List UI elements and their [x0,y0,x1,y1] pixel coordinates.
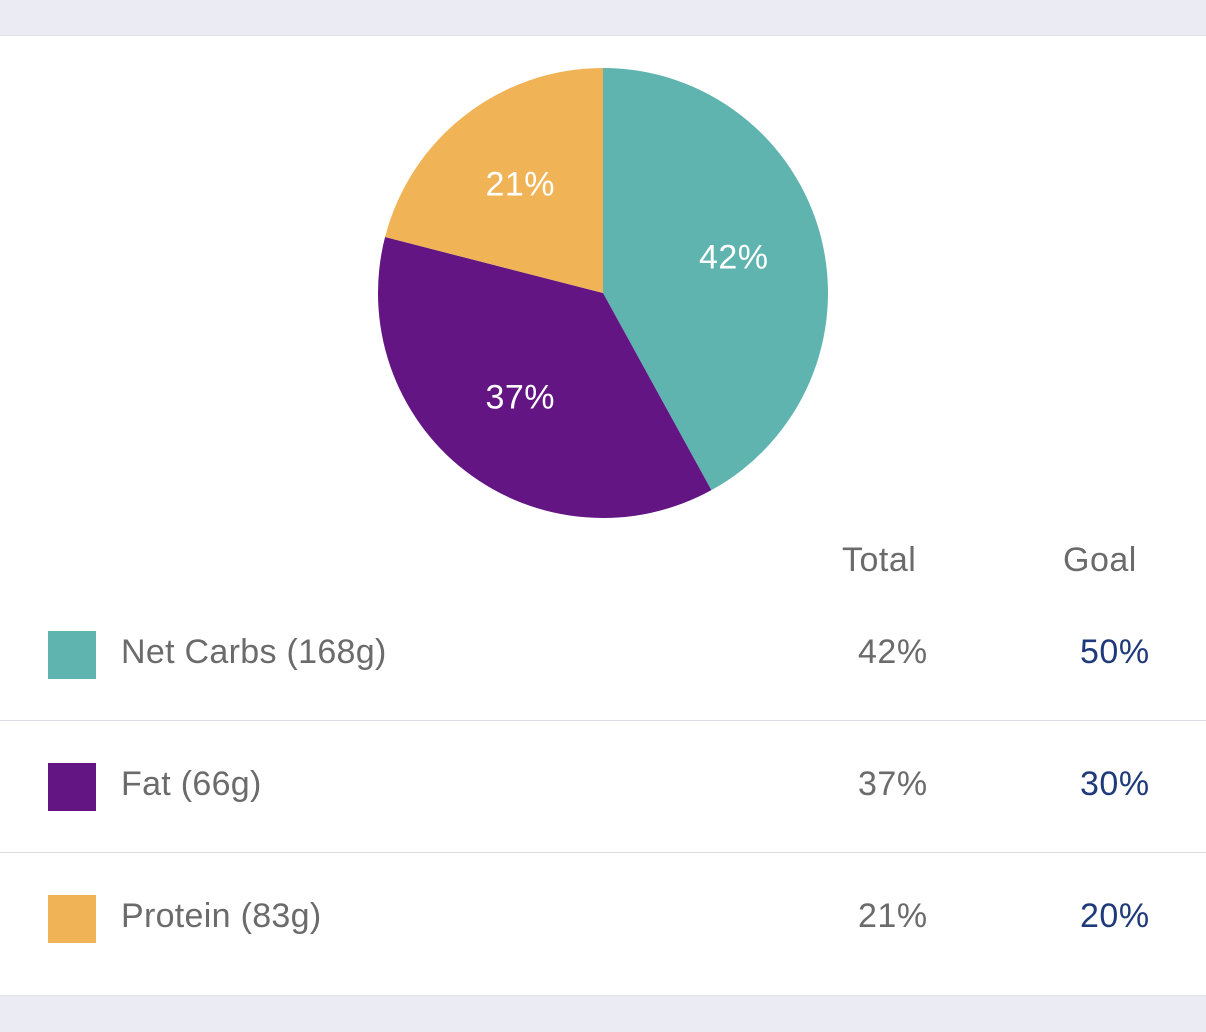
pie-label-fat: 37% [485,379,555,417]
total-column-header: Total [842,541,917,579]
fat-total: 37% [858,765,928,803]
pie-label-protein: 21% [485,165,555,203]
protein-goal: 20% [1080,897,1150,935]
net-carbs-color-swatch [48,631,96,679]
fat-color-swatch [48,763,96,811]
pie-slice-protein [385,68,603,293]
row-divider [0,720,1206,721]
macro-row-fat: Fat (66g) 37% 30% [0,721,1206,853]
macros-card: 42% 37% 21% Total Goal Net Carbs (168g) 42… [0,35,1206,996]
pie-slice-net-carbs [603,68,828,491]
pie-label-net-carbs: 42% [699,238,769,276]
fat-goal: 30% [1080,765,1150,803]
row-divider [0,852,1206,853]
protein-color-swatch [48,895,96,943]
net-carbs-total: 42% [858,633,928,671]
macro-row-net-carbs: Net Carbs (168g) 42% 50% [0,589,1206,721]
protein-total: 21% [858,897,928,935]
macro-row-protein: Protein (83g) 21% 20% [0,853,1206,985]
net-carbs-label: Net Carbs (168g) [121,633,387,671]
protein-label: Protein (83g) [121,897,322,935]
macros-pie-chart: 42% 37% 21% [378,68,828,518]
net-carbs-goal: 50% [1080,633,1150,671]
goal-column-header: Goal [1063,541,1137,579]
pie-slice-fat [378,237,712,518]
fat-label: Fat (66g) [121,765,262,803]
